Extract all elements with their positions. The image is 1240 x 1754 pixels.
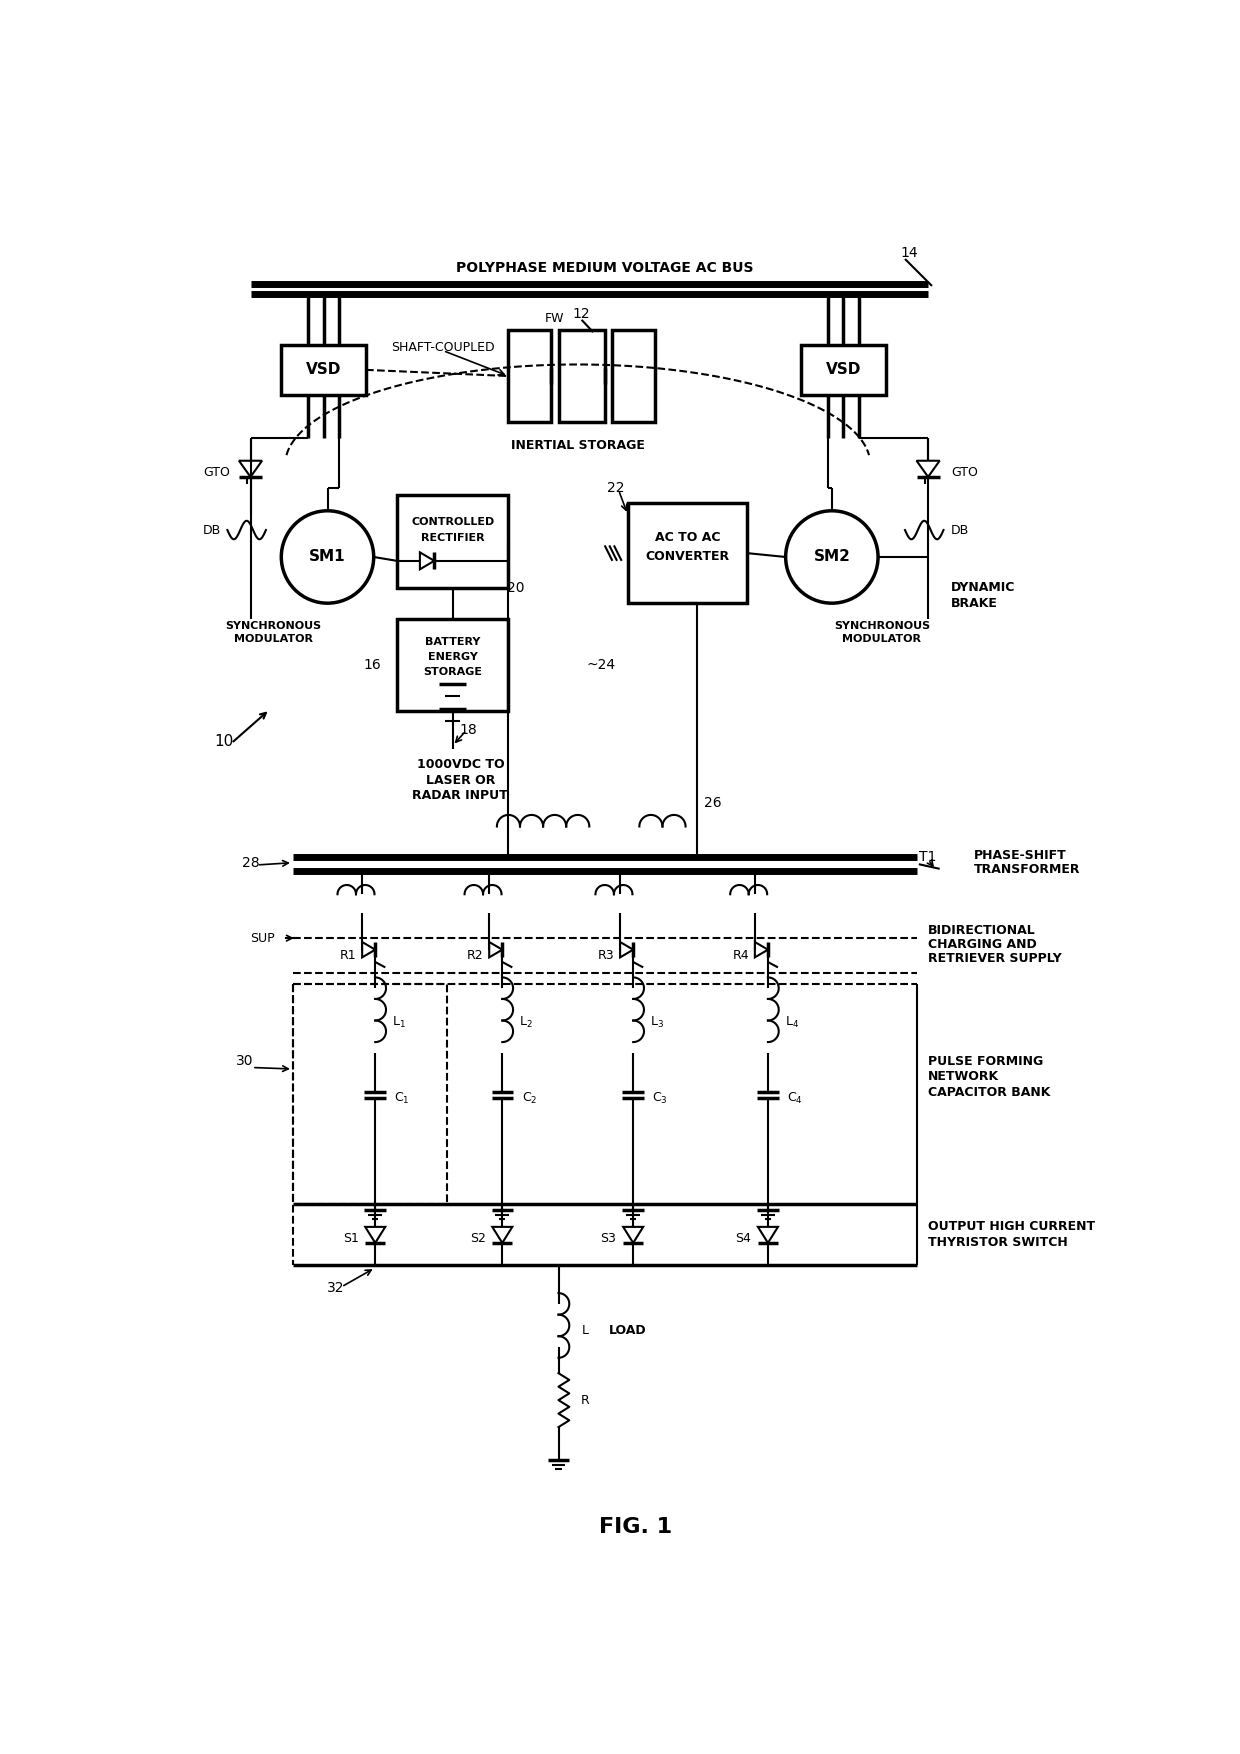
Text: NETWORK: NETWORK [928,1070,999,1084]
Bar [801,346,885,395]
Text: C$_4$: C$_4$ [787,1091,802,1105]
Text: BRAKE: BRAKE [951,596,998,610]
Text: L: L [582,1324,589,1337]
Text: BATTERY: BATTERY [425,637,480,647]
Text: PHASE-SHIFT: PHASE-SHIFT [975,849,1068,863]
Text: S2: S2 [470,1231,486,1245]
Text: DB: DB [203,523,221,537]
Text: BIDIRECTIONAL: BIDIRECTIONAL [928,924,1035,937]
Text: SYNCHRONOUS: SYNCHRONOUS [833,621,930,631]
Text: VSD: VSD [306,363,341,377]
Text: PULSE FORMING: PULSE FORMING [928,1054,1043,1068]
Text: TRANSFORMER: TRANSFORMER [975,863,1081,875]
Bar [508,330,551,423]
Text: 26: 26 [703,796,722,810]
Text: ~24: ~24 [587,658,615,672]
Text: 22: 22 [608,481,625,495]
Circle shape [786,510,878,603]
Text: SUP: SUP [250,931,275,945]
Text: FIG. 1: FIG. 1 [599,1517,672,1537]
Text: 12: 12 [573,307,590,321]
Text: INERTIAL STORAGE: INERTIAL STORAGE [511,438,645,453]
Text: GTO: GTO [951,467,978,479]
Text: RECTIFIER: RECTIFIER [420,533,485,542]
Text: C$_3$: C$_3$ [652,1091,668,1105]
Bar [558,330,605,423]
Text: RADAR INPUT: RADAR INPUT [413,789,508,802]
Text: T1: T1 [919,851,936,865]
Text: 18: 18 [459,723,477,737]
Text: 16: 16 [363,658,382,672]
Text: S1: S1 [342,1231,358,1245]
Bar [613,330,655,423]
Text: 28: 28 [242,856,259,870]
Text: R3: R3 [598,949,615,961]
Text: R1: R1 [340,949,357,961]
Text: 10: 10 [215,735,233,749]
Text: CONTROLLED: CONTROLLED [410,517,495,528]
Text: POLYPHASE MEDIUM VOLTAGE AC BUS: POLYPHASE MEDIUM VOLTAGE AC BUS [456,261,754,275]
Text: SM2: SM2 [813,549,851,565]
Text: R2: R2 [467,949,484,961]
Text: DB: DB [951,523,970,537]
Text: 30: 30 [236,1054,253,1068]
Text: MODULATOR: MODULATOR [234,635,312,644]
Text: LASER OR: LASER OR [425,774,495,788]
Text: CONVERTER: CONVERTER [645,551,729,563]
Circle shape [281,510,373,603]
Text: OUTPUT HIGH CURRENT: OUTPUT HIGH CURRENT [928,1221,1095,1233]
Text: SHAFT-COUPLED: SHAFT-COUPLED [391,340,495,354]
Text: L$_4$: L$_4$ [785,1016,799,1030]
Text: S4: S4 [735,1231,751,1245]
Text: 32: 32 [326,1282,343,1296]
Bar [397,495,508,588]
Text: THYRISTOR SWITCH: THYRISTOR SWITCH [928,1237,1068,1249]
Text: L$_1$: L$_1$ [392,1016,405,1030]
Text: RETRIEVER SUPPLY: RETRIEVER SUPPLY [928,952,1061,965]
Text: 14: 14 [900,246,918,260]
Text: MODULATOR: MODULATOR [842,635,921,644]
Text: STORAGE: STORAGE [423,668,482,677]
Bar [627,503,748,603]
Text: C$_2$: C$_2$ [522,1091,537,1105]
Text: L$_3$: L$_3$ [650,1016,665,1030]
Bar [281,346,366,395]
Text: C$_1$: C$_1$ [394,1091,410,1105]
Text: FW: FW [544,312,564,324]
Text: CHARGING AND: CHARGING AND [928,938,1037,951]
Text: R: R [582,1394,590,1407]
Text: 1000VDC TO: 1000VDC TO [417,758,505,772]
Bar [293,984,446,1203]
Text: ENERGY: ENERGY [428,652,477,661]
Text: 20: 20 [507,581,525,595]
Text: AC TO AC: AC TO AC [655,531,720,544]
Text: SM1: SM1 [309,549,346,565]
Text: GTO: GTO [203,467,229,479]
Text: VSD: VSD [826,363,861,377]
Text: S3: S3 [600,1231,616,1245]
Text: R4: R4 [733,949,749,961]
Text: SYNCHRONOUS: SYNCHRONOUS [226,621,321,631]
Text: DYNAMIC: DYNAMIC [951,581,1016,595]
Text: L$_2$: L$_2$ [520,1016,533,1030]
Text: LOAD: LOAD [609,1324,646,1337]
Text: CAPACITOR BANK: CAPACITOR BANK [928,1086,1050,1098]
Bar [397,619,508,710]
